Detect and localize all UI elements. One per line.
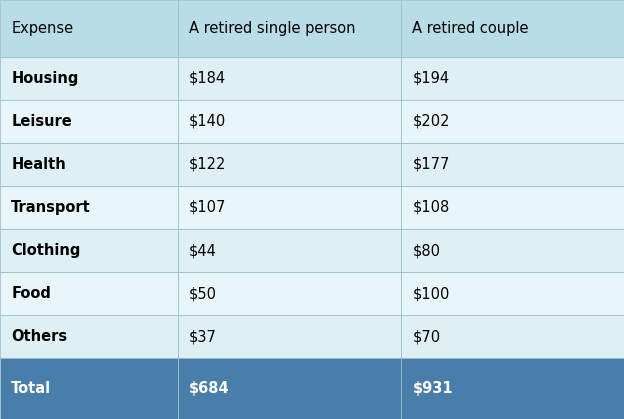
Bar (178, 143, 401, 186)
Bar (401, 186, 624, 229)
Text: $70: $70 (412, 329, 441, 344)
Text: $184: $184 (189, 71, 226, 85)
Bar (178, 358, 401, 419)
Text: $684: $684 (189, 381, 230, 396)
Bar (178, 57, 401, 100)
Text: Total: Total (11, 381, 51, 396)
Bar (401, 0, 624, 57)
Bar (178, 0, 401, 57)
Text: $108: $108 (412, 200, 450, 215)
Text: $122: $122 (189, 157, 227, 172)
Text: Leisure: Leisure (11, 114, 72, 129)
Text: Clothing: Clothing (11, 243, 80, 258)
Bar (0, 57, 178, 100)
Bar (0, 186, 178, 229)
Text: Health: Health (11, 157, 66, 172)
Text: $50: $50 (189, 286, 217, 301)
Text: $140: $140 (189, 114, 227, 129)
Bar (178, 100, 401, 143)
Bar (178, 272, 401, 315)
Text: Transport: Transport (11, 200, 91, 215)
Bar (0, 143, 178, 186)
Bar (178, 315, 401, 358)
Bar (401, 315, 624, 358)
Text: $931: $931 (412, 381, 453, 396)
Bar (401, 229, 624, 272)
Bar (0, 229, 178, 272)
Text: Expense: Expense (11, 21, 74, 36)
Text: Others: Others (11, 329, 67, 344)
Text: $37: $37 (189, 329, 217, 344)
Text: $107: $107 (189, 200, 227, 215)
Text: $100: $100 (412, 286, 450, 301)
Text: A retired single person: A retired single person (189, 21, 356, 36)
Bar (401, 272, 624, 315)
Text: A retired couple: A retired couple (412, 21, 529, 36)
Bar (0, 100, 178, 143)
Bar (401, 143, 624, 186)
Text: $194: $194 (412, 71, 449, 85)
Bar (178, 186, 401, 229)
Text: Housing: Housing (11, 71, 79, 85)
Bar (0, 315, 178, 358)
Bar (401, 57, 624, 100)
Text: $177: $177 (412, 157, 450, 172)
Bar (401, 358, 624, 419)
Text: Food: Food (11, 286, 51, 301)
Bar (178, 229, 401, 272)
Text: $44: $44 (189, 243, 217, 258)
Bar (0, 0, 178, 57)
Bar (401, 100, 624, 143)
Text: $80: $80 (412, 243, 441, 258)
Bar (0, 358, 178, 419)
Bar (0, 272, 178, 315)
Text: $202: $202 (412, 114, 450, 129)
